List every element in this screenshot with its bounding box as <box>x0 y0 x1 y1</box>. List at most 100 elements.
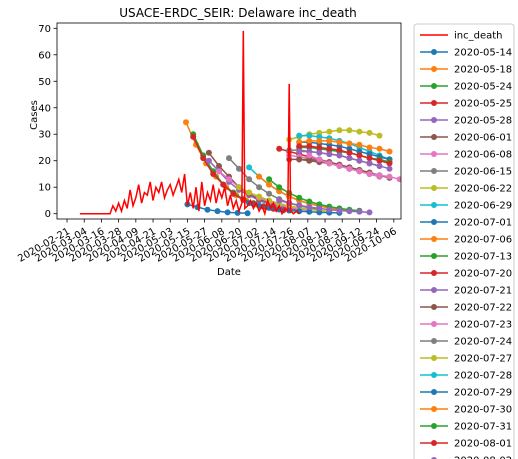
series-point-2020-08-03 <box>296 156 303 163</box>
legend-swatch-marker <box>431 253 437 259</box>
legend-label: 2020-05-25 <box>454 99 512 110</box>
series-point-2020-07-06 <box>266 181 273 188</box>
y-tick-label: 0 <box>45 209 51 220</box>
series-point-2020-07-30 <box>356 141 363 148</box>
y-tick-label: 40 <box>38 103 51 114</box>
legend-item-2020-07-24: 2020-07-24 <box>420 337 512 348</box>
legend-item-2020-07-06: 2020-07-06 <box>420 235 512 246</box>
series-line-2020-07-29 <box>299 141 390 161</box>
series-point-2020-06-01 <box>216 163 222 169</box>
y-tick-label: 20 <box>38 156 51 167</box>
series-line-2020-07-01 <box>248 202 340 214</box>
legend-item-2020-07-28: 2020-07-28 <box>420 371 512 382</box>
legend-label: 2020-05-18 <box>454 65 512 76</box>
legend-label: 2020-07-06 <box>454 235 512 246</box>
legend-label: 2020-05-14 <box>454 48 512 59</box>
series-point-2020-06-15 <box>226 155 232 162</box>
legend-label: 2020-07-20 <box>454 269 512 280</box>
series-point-2020-07-21 <box>336 207 343 214</box>
series-line-2020-08-01 <box>299 145 390 165</box>
series-point-2020-05-14 <box>224 209 231 216</box>
legend-swatch-marker <box>431 321 437 327</box>
series-point-2020-05-25 <box>220 181 227 188</box>
y-tick-label: 30 <box>38 130 51 141</box>
series-point-2020-06-15 <box>266 190 273 197</box>
legend-swatch-marker <box>431 151 437 157</box>
series-point-2020-06-15 <box>246 176 253 183</box>
legend-item-2020-07-22: 2020-07-22 <box>420 303 512 314</box>
series-line-2020-08-10 <box>309 154 400 181</box>
series-point-2020-07-27 <box>336 127 343 134</box>
series-point-2020-07-13 <box>286 190 293 196</box>
series-point-2020-05-25 <box>210 171 217 177</box>
series-point-2020-08-10 <box>346 165 353 172</box>
series-point-2020-06-22 <box>246 189 253 196</box>
legend-swatch-marker <box>431 355 437 361</box>
series-line-2020-08-02 <box>299 150 390 170</box>
y-axis-label: Cases <box>29 100 40 130</box>
legend-label: 2020-08-02 <box>454 456 512 459</box>
legend-swatch-marker <box>431 83 437 89</box>
series-line-2020-06-01 <box>208 152 300 211</box>
series-point-2020-08-10 <box>396 176 401 183</box>
legend-item-2020-07-30: 2020-07-30 <box>420 405 512 416</box>
series-point-2020-07-21 <box>306 204 313 211</box>
y-axis: 0 10 20 30 40 50 60 70 <box>38 24 57 220</box>
legend-item-2020-06-22: 2020-06-22 <box>420 184 512 195</box>
series-line-2020-06-22 <box>238 186 330 213</box>
legend-label: 2020-07-13 <box>454 252 512 263</box>
legend-swatch-marker <box>431 304 437 310</box>
series-point-2020-06-08 <box>226 176 232 183</box>
legend-item-2020-07-13: 2020-07-13 <box>420 252 512 263</box>
series-point-2020-07-27 <box>326 128 333 135</box>
legend-swatch-marker <box>431 219 437 225</box>
series-line-2020-07-06 <box>258 176 350 212</box>
series-point-2020-06-15 <box>256 184 263 191</box>
legend-label: 2020-05-28 <box>454 116 512 127</box>
series-point-2020-05-25 <box>230 190 237 197</box>
series-point-2020-08-02 <box>376 163 383 169</box>
series-point-2020-06-08 <box>216 168 222 175</box>
series-point-2020-06-22 <box>236 184 242 191</box>
legend-item-2020-05-25: 2020-05-25 <box>420 99 512 110</box>
series-point-2020-08-01 <box>356 152 363 159</box>
series-point-2020-08-02 <box>386 165 393 172</box>
legend-item-2020-06-01: 2020-06-01 <box>420 133 512 144</box>
legend-label: 2020-07-29 <box>454 388 512 399</box>
series-point-2020-06-01 <box>205 149 212 156</box>
series-point-2020-06-22 <box>256 193 263 200</box>
forecast-series-2020-08-01 <box>296 143 393 167</box>
series-point-2020-08-01 <box>316 144 323 151</box>
legend-label: 2020-07-24 <box>454 337 512 348</box>
legend-label: inc_death <box>454 31 503 42</box>
legend-label: 2020-06-29 <box>454 201 512 212</box>
series-point-2020-06-29 <box>246 164 253 171</box>
legend-swatch-marker <box>431 389 437 395</box>
legend-label: 2020-07-27 <box>454 354 512 365</box>
legend-label: 2020-07-21 <box>454 286 512 297</box>
legend-label: 2020-06-08 <box>454 150 512 161</box>
y-tick-label: 60 <box>38 50 51 61</box>
legend-label: 2020-07-22 <box>454 303 512 314</box>
legend-swatch-marker <box>431 100 437 106</box>
legend-label: 2020-07-01 <box>454 218 512 229</box>
series-point-2020-08-02 <box>326 151 333 158</box>
series-point-2020-05-14 <box>204 206 211 213</box>
series-line-2020-07-30 <box>299 140 390 153</box>
series-point-2020-05-28 <box>205 157 212 164</box>
series-point-2020-08-02 <box>296 148 303 155</box>
legend-label: 2020-07-28 <box>454 371 512 382</box>
legend-swatch-marker <box>431 168 437 174</box>
legend-swatch-marker <box>431 287 437 293</box>
series-point-2020-08-01 <box>296 143 303 150</box>
legend-item-2020-08-01: 2020-08-01 <box>420 439 512 450</box>
legend-swatch-marker <box>431 440 437 446</box>
series-point-2020-07-13 <box>306 198 313 205</box>
legend-box <box>413 23 515 459</box>
legend-label: 2020-06-01 <box>454 133 512 144</box>
legend-item-2020-06-08: 2020-06-08 <box>420 150 512 161</box>
series-point-2020-05-25 <box>200 155 207 162</box>
series-point-2020-07-30 <box>366 144 373 151</box>
legend-swatch-marker <box>431 372 437 378</box>
legend-item-2020-07-29: 2020-07-29 <box>420 388 512 399</box>
